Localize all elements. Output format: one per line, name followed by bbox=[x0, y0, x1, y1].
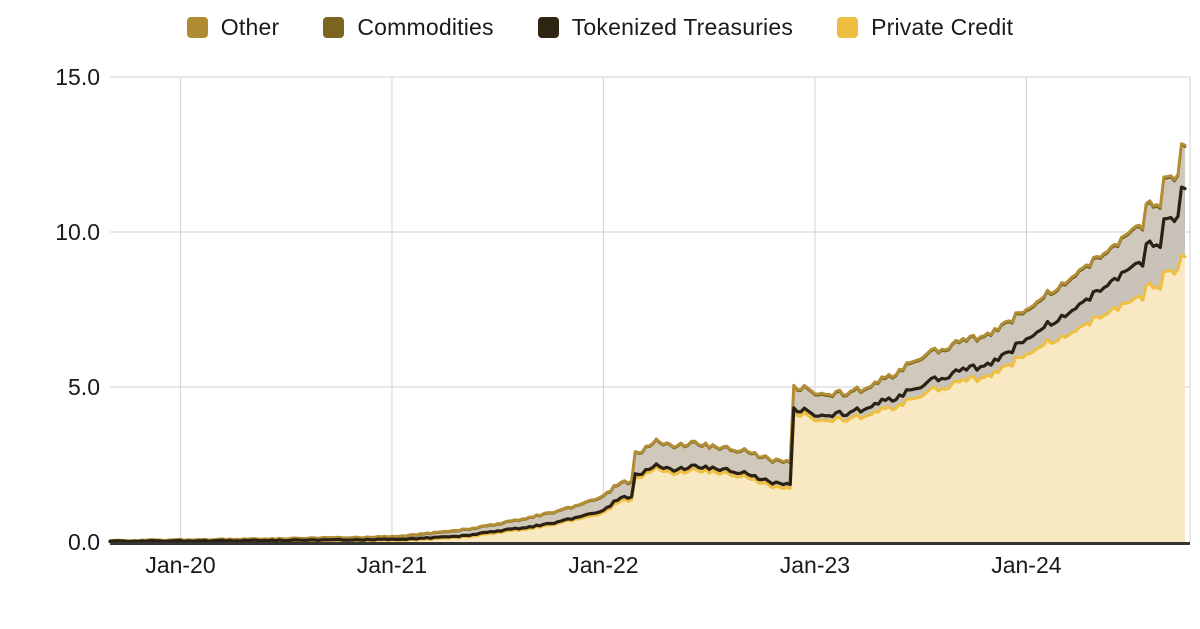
legend-item-label: Other bbox=[220, 14, 280, 40]
line-tokenized-treasuries bbox=[108, 185, 1187, 544]
legend-item-label: Commodities bbox=[357, 14, 494, 40]
legend-swatch-icon bbox=[837, 17, 859, 38]
legend-swatch-icon bbox=[186, 17, 208, 38]
legend-swatch-icon bbox=[537, 17, 559, 38]
chart-legend: Other Commodities Tokenized Treasuries Priv… bbox=[0, 14, 1200, 41]
legend-item-label: Private Credit bbox=[871, 14, 1014, 40]
line-other bbox=[108, 142, 1187, 543]
legend-item-other[interactable]: Other bbox=[186, 14, 280, 41]
legend-item-private-credit[interactable]: Private Credit bbox=[837, 14, 1013, 41]
legend-swatch-icon bbox=[323, 17, 345, 38]
legend-item-label: Tokenized Treasuries bbox=[571, 14, 794, 40]
legend-item-commodities[interactable]: Commodities bbox=[323, 14, 494, 41]
area-commodities[interactable] bbox=[110, 145, 1185, 542]
area-private-credit[interactable] bbox=[110, 255, 1185, 543]
legend-item-tokenized-treasuries[interactable]: Tokenized Treasuries bbox=[537, 14, 794, 41]
